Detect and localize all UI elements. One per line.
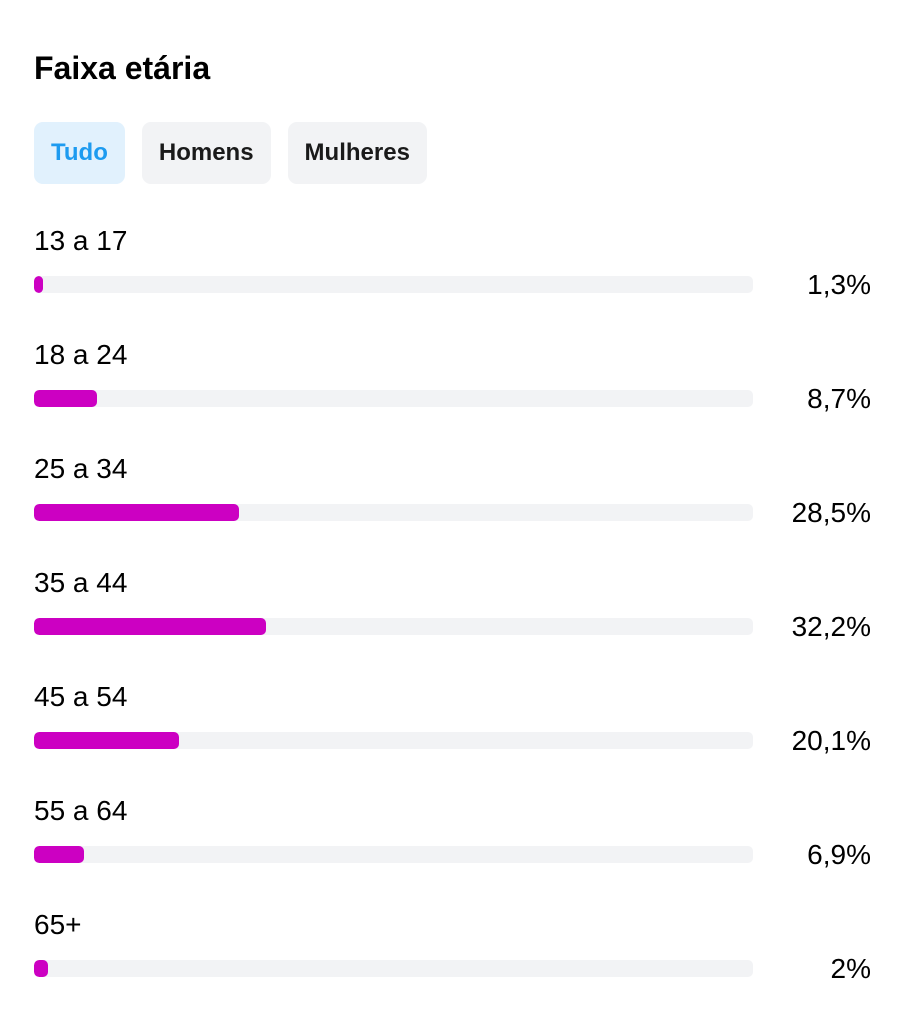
percentage-value: 6,9% [807,839,871,870]
age-range-label: 45 a 54 [34,681,128,712]
progress-track [34,732,753,749]
gender-filter-tabs: Tudo Homens Mulheres [34,122,427,184]
progress-fill [34,618,266,635]
progress-fill [34,846,84,863]
progress-fill [34,390,97,407]
percentage-value: 1,3% [807,269,871,300]
progress-fill [34,504,239,521]
progress-fill [34,276,44,293]
age-row-18-24: 18 a 24 8,7% [0,338,907,452]
percentage-value: 20,1% [791,725,871,756]
progress-track [34,504,753,521]
age-range-label: 18 a 24 [34,339,128,370]
age-row-45-54: 45 a 54 20,1% [0,680,907,794]
age-range-label: 55 a 64 [34,795,128,826]
age-range-label: 25 a 34 [34,453,128,484]
progress-track [34,846,753,863]
tab-homens[interactable]: Homens [141,122,271,184]
age-row-55-64: 55 a 64 6,9% [0,794,907,908]
progress-track [34,390,753,407]
progress-track [34,618,753,635]
tab-tudo[interactable]: Tudo [34,122,125,184]
progress-fill [34,732,179,749]
page-title: Faixa etária [34,50,211,86]
progress-track [34,276,753,293]
progress-track [34,960,753,977]
age-row-65-plus: 65+ 2% [0,908,907,1022]
tab-mulheres[interactable]: Mulheres [287,122,427,184]
percentage-value: 28,5% [791,497,871,528]
age-range-label: 65+ [34,909,82,940]
percentage-value: 32,2% [791,611,871,642]
percentage-value: 2% [830,953,871,984]
age-range-label: 13 a 17 [34,225,128,256]
age-row-25-34: 25 a 34 28,5% [0,452,907,566]
age-range-label: 35 a 44 [34,567,128,598]
progress-fill [34,960,49,977]
age-row-35-44: 35 a 44 32,2% [0,566,907,680]
age-row-13-17: 13 a 17 1,3% [0,224,907,338]
percentage-value: 8,7% [807,383,871,414]
